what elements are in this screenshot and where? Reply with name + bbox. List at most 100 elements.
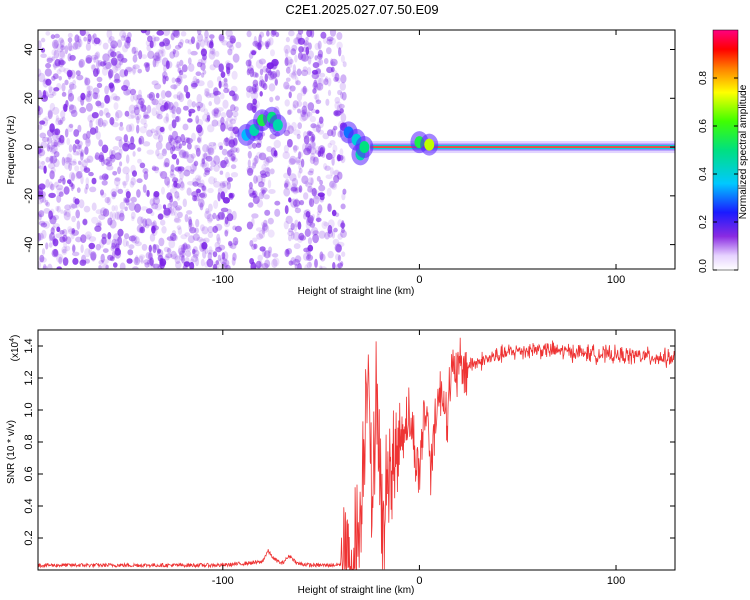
noise-speckle — [182, 198, 187, 208]
noise-speckle — [164, 255, 170, 261]
noise-speckle — [202, 185, 207, 194]
noise-speckle — [67, 88, 73, 97]
noise-speckle — [123, 134, 128, 143]
noise-speckle — [73, 129, 80, 137]
noise-speckle — [91, 216, 99, 224]
noise-speckle — [224, 230, 229, 237]
noise-speckle — [77, 95, 84, 102]
noise-speckle — [38, 109, 41, 118]
noise-speckle — [50, 167, 56, 174]
noise-speckle — [200, 224, 205, 232]
noise-speckle — [151, 98, 159, 106]
noise-speckle — [229, 118, 236, 125]
noise-speckle — [312, 88, 317, 94]
noise-speckle — [89, 127, 97, 135]
noise-speckle — [329, 180, 337, 189]
noise-speckle — [187, 39, 194, 45]
noise-speckle — [337, 233, 343, 240]
noise-speckle — [235, 41, 242, 49]
noise-speckle — [117, 228, 124, 237]
noise-speckle — [95, 118, 102, 127]
noise-speckle — [178, 149, 187, 159]
noise-speckle — [110, 57, 118, 66]
noise-speckle — [134, 241, 142, 247]
noise-speckle — [302, 66, 308, 72]
noise-speckle — [140, 206, 148, 211]
noise-speckle — [155, 92, 160, 99]
noise-speckle — [125, 172, 130, 183]
colorbar-label: Normalized spectral amplitude — [738, 84, 749, 219]
noise-speckle — [113, 262, 118, 268]
noise-speckle — [38, 141, 41, 148]
noise-speckle — [285, 215, 293, 224]
noise-speckle — [41, 137, 50, 142]
noise-speckle — [284, 48, 289, 58]
noise-speckle — [223, 262, 228, 269]
noise-speckle — [101, 263, 109, 269]
noise-speckle — [207, 217, 213, 224]
noise-speckle — [285, 66, 291, 74]
noise-speckle — [65, 157, 73, 163]
noise-speckle — [67, 92, 75, 102]
noise-speckle — [319, 179, 323, 186]
noise-speckle — [323, 221, 330, 227]
noise-speckle — [80, 244, 84, 254]
noise-speckle — [91, 34, 95, 45]
noise-speckle — [46, 129, 54, 137]
noise-speckle — [38, 147, 42, 154]
noise-speckle — [317, 40, 322, 50]
noise-speckle — [53, 141, 60, 147]
noise-speckle — [143, 114, 150, 120]
noise-speckle — [163, 207, 171, 216]
noise-speckle — [196, 124, 203, 134]
noise-speckle — [296, 133, 301, 140]
noise-speckle — [218, 33, 225, 42]
noise-speckle — [69, 83, 77, 90]
noise-speckle — [98, 260, 104, 265]
noise-speckle — [175, 107, 182, 115]
noise-speckle — [150, 262, 156, 269]
noise-speckle — [109, 46, 116, 53]
noise-speckle — [60, 209, 64, 214]
noise-speckle — [332, 238, 340, 246]
noise-speckle — [122, 142, 130, 152]
noise-speckle — [203, 108, 208, 115]
noise-speckle — [83, 36, 88, 42]
noise-speckle — [313, 156, 319, 163]
noise-speckle — [196, 236, 204, 242]
noise-speckle — [178, 244, 185, 254]
noise-speckle — [65, 209, 71, 218]
spectrogram-x-axis-label: Height of straight line (km) — [298, 286, 415, 297]
noise-speckle — [188, 63, 195, 72]
noise-speckle — [49, 215, 57, 225]
noise-speckle — [312, 230, 319, 236]
snr-frame — [37, 329, 676, 571]
noise-speckle — [177, 41, 184, 49]
noise-speckle — [220, 261, 227, 269]
noise-speckle — [172, 206, 177, 213]
noise-speckle — [319, 72, 326, 78]
noise-speckle — [206, 144, 214, 154]
noise-speckle — [262, 224, 270, 233]
noise-speckle — [124, 206, 128, 212]
noise-speckle — [306, 187, 314, 193]
noise-speckle — [43, 91, 48, 100]
noise-speckle — [79, 106, 87, 114]
noise-speckle — [311, 140, 316, 150]
noise-speckle — [50, 139, 59, 147]
noise-speckle — [332, 149, 336, 158]
noise-speckle — [64, 204, 72, 211]
noise-speckle — [172, 48, 176, 55]
noise-speckle — [295, 80, 301, 86]
noise-speckle — [227, 48, 233, 56]
noise-speckle — [195, 218, 200, 228]
noise-speckle — [80, 152, 84, 161]
noise-speckle — [151, 80, 159, 86]
noise-speckle — [151, 227, 158, 236]
noise-speckle — [42, 265, 48, 269]
noise-speckle — [111, 93, 118, 101]
noise-speckle — [207, 124, 215, 133]
noise-speckle — [148, 244, 152, 253]
noise-speckle — [296, 68, 302, 77]
